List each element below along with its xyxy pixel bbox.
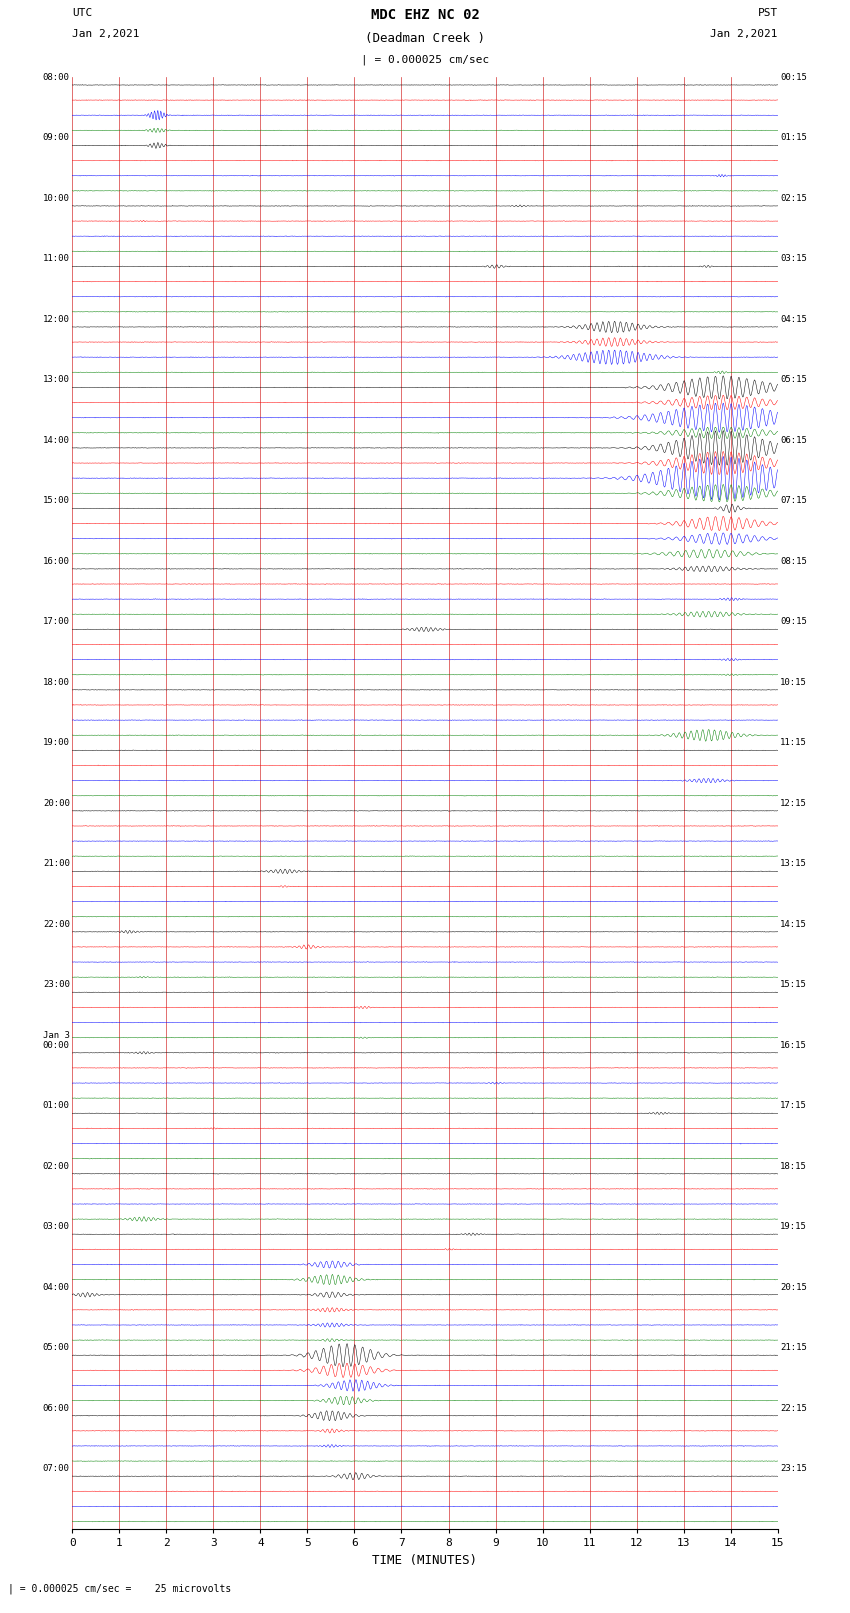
Text: 07:15: 07:15 [780, 497, 808, 505]
Text: 18:15: 18:15 [780, 1161, 808, 1171]
Text: 10:15: 10:15 [780, 677, 808, 687]
Text: 15:15: 15:15 [780, 981, 808, 989]
Text: 03:00: 03:00 [42, 1223, 70, 1231]
Text: 00:00: 00:00 [42, 1040, 70, 1050]
Text: | = 0.000025 cm/sec =    25 microvolts: | = 0.000025 cm/sec = 25 microvolts [8, 1584, 232, 1594]
Text: 23:00: 23:00 [42, 981, 70, 989]
Text: 17:00: 17:00 [42, 618, 70, 626]
Text: 15:00: 15:00 [42, 497, 70, 505]
Text: Jan 2,2021: Jan 2,2021 [72, 29, 139, 39]
Text: 20:00: 20:00 [42, 798, 70, 808]
Text: 17:15: 17:15 [780, 1102, 808, 1110]
Text: 06:00: 06:00 [42, 1403, 70, 1413]
Text: 21:00: 21:00 [42, 860, 70, 868]
Text: 20:15: 20:15 [780, 1282, 808, 1292]
Text: (Deadman Creek ): (Deadman Creek ) [365, 32, 485, 45]
Text: 19:00: 19:00 [42, 739, 70, 747]
Text: 14:00: 14:00 [42, 436, 70, 445]
Text: 13:15: 13:15 [780, 860, 808, 868]
Text: Jan 2,2021: Jan 2,2021 [711, 29, 778, 39]
Text: 02:15: 02:15 [780, 194, 808, 203]
Text: 05:15: 05:15 [780, 376, 808, 384]
Text: 01:15: 01:15 [780, 134, 808, 142]
Text: 21:15: 21:15 [780, 1344, 808, 1352]
Text: | = 0.000025 cm/sec: | = 0.000025 cm/sec [361, 55, 489, 66]
Text: 08:00: 08:00 [42, 73, 70, 82]
Text: 18:00: 18:00 [42, 677, 70, 687]
Text: 12:00: 12:00 [42, 315, 70, 324]
X-axis label: TIME (MINUTES): TIME (MINUTES) [372, 1553, 478, 1566]
Text: UTC: UTC [72, 8, 93, 18]
Text: 13:00: 13:00 [42, 376, 70, 384]
Text: 06:15: 06:15 [780, 436, 808, 445]
Text: 11:15: 11:15 [780, 739, 808, 747]
Text: 22:00: 22:00 [42, 919, 70, 929]
Text: 00:15: 00:15 [780, 73, 808, 82]
Text: 04:15: 04:15 [780, 315, 808, 324]
Text: PST: PST [757, 8, 778, 18]
Text: 07:00: 07:00 [42, 1465, 70, 1473]
Text: 23:15: 23:15 [780, 1465, 808, 1473]
Text: 09:00: 09:00 [42, 134, 70, 142]
Text: 16:15: 16:15 [780, 1040, 808, 1050]
Text: 05:00: 05:00 [42, 1344, 70, 1352]
Text: 04:00: 04:00 [42, 1282, 70, 1292]
Text: 08:15: 08:15 [780, 556, 808, 566]
Text: 22:15: 22:15 [780, 1403, 808, 1413]
Text: 11:00: 11:00 [42, 255, 70, 263]
Text: 01:00: 01:00 [42, 1102, 70, 1110]
Text: 02:00: 02:00 [42, 1161, 70, 1171]
Text: 19:15: 19:15 [780, 1223, 808, 1231]
Text: 10:00: 10:00 [42, 194, 70, 203]
Text: MDC EHZ NC 02: MDC EHZ NC 02 [371, 8, 479, 23]
Text: 09:15: 09:15 [780, 618, 808, 626]
Text: 16:00: 16:00 [42, 556, 70, 566]
Text: Jan 3: Jan 3 [42, 1031, 70, 1040]
Text: 12:15: 12:15 [780, 798, 808, 808]
Text: 03:15: 03:15 [780, 255, 808, 263]
Text: 14:15: 14:15 [780, 919, 808, 929]
